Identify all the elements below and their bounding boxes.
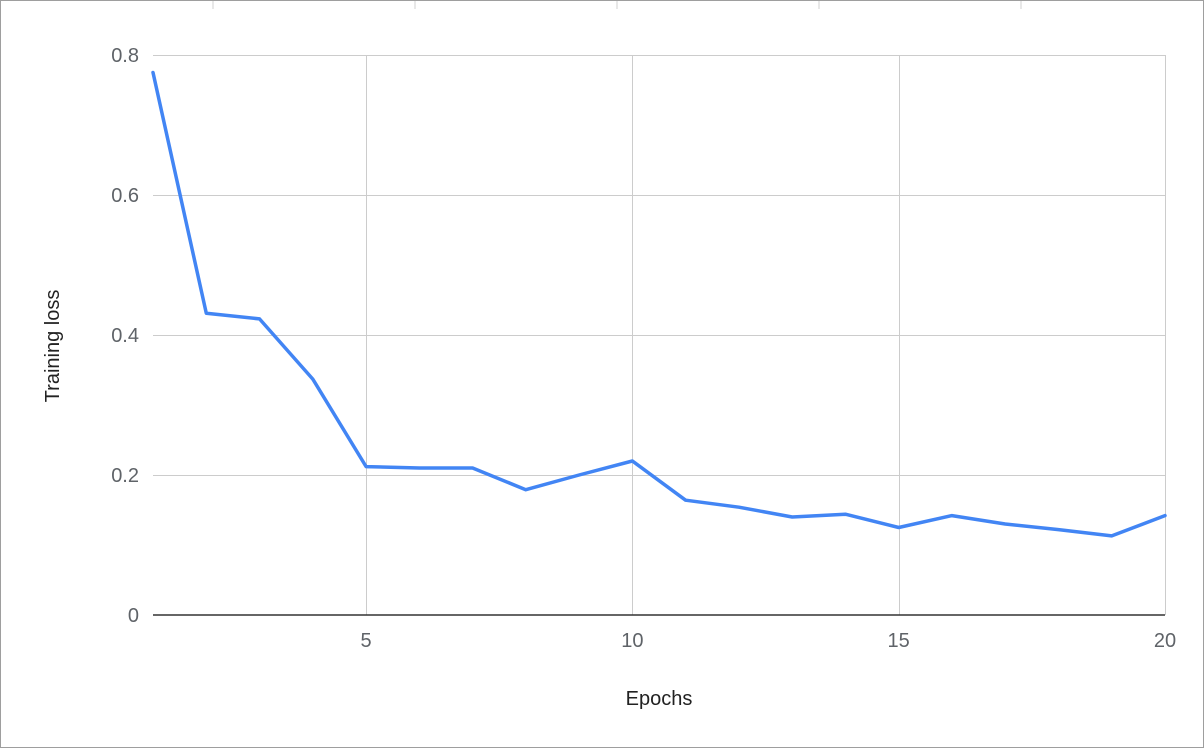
y-tick-label: 0.6 [111, 185, 139, 207]
x-tick-label: 20 [1154, 630, 1176, 652]
y-tick-label: 0 [128, 605, 139, 627]
x-tick-label: 10 [621, 630, 643, 652]
y-tick-labels: 0 0.2 0.4 0.6 0.8 [111, 45, 139, 627]
y-tick-label: 0.8 [111, 45, 139, 67]
y-tick-label: 0.4 [111, 325, 139, 347]
y-tick-label: 0.2 [111, 465, 139, 487]
y-axis-title: Training loss [42, 290, 64, 403]
x-axis-title: Epochs [626, 688, 693, 710]
x-tick-labels: 5 10 15 20 [360, 630, 1176, 652]
x-tick-label: 15 [888, 630, 910, 652]
grid-lines [153, 55, 1166, 615]
series-layer [153, 72, 1165, 536]
x-tick-label: 5 [360, 630, 371, 652]
top-strip-dividers [213, 1, 1021, 9]
series-line-0 [153, 73, 1165, 536]
